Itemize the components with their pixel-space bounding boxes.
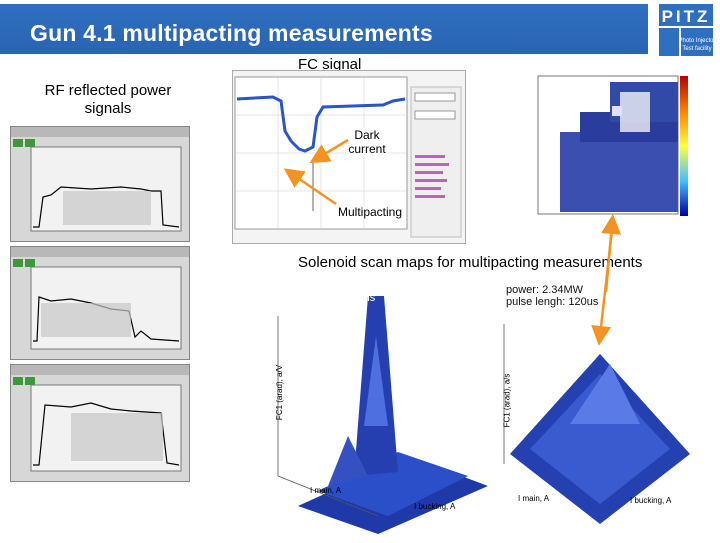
slide-header: Gun 4.1 multipacting measurements PITZ P…: [0, 0, 720, 62]
surface-plot-1: power: 0.86 MW pulse lengh: 50us FC1 (ar…: [258, 276, 490, 538]
surface-plot-1-xlabel: I main, A: [310, 486, 342, 495]
rf-reflected-label: RF reflected power signals: [44, 82, 172, 117]
rf-panel-2: [10, 246, 190, 360]
surface-plot-2-ylabel: I bucking, A: [630, 496, 672, 505]
heatmap-arrow-up: [601, 214, 622, 293]
heatmap-panel: [520, 72, 692, 224]
dark-current-arrow: [309, 138, 349, 164]
dark-current-label: Dark current: [346, 128, 388, 156]
fc-signal-label: FC signal: [298, 56, 362, 73]
surface-plot-2: power: 2.34MW pulse lengh: 120us FC1 (ar…: [490, 284, 712, 538]
multipacting-arrow: [283, 168, 337, 206]
surface-plot-1-power: power: 0.86 MW: [289, 280, 370, 292]
svg-text:Test facility: Test facility: [682, 46, 711, 52]
surface-plot-2-pulse: pulse lengh: 120us: [506, 296, 599, 308]
multipacting-label: Multipacting: [338, 205, 403, 219]
svg-text:PITZ: PITZ: [662, 7, 711, 26]
header-bar: Gun 4.1 multipacting measurements: [0, 4, 648, 54]
surface-plot-1-pulse: pulse lengh: 50us: [289, 292, 376, 304]
surface-plot-2-power: power: 2.34MW: [506, 284, 584, 296]
rf-panel-3: [10, 364, 190, 482]
pitz-logo: PITZ Photo Injector Test facility: [655, 2, 717, 60]
surface-plot-1-graphic: [277, 296, 488, 534]
svg-text:Photo Injector: Photo Injector: [678, 38, 715, 44]
surface-plot-1-ylabel: I bucking, A: [414, 502, 456, 511]
rf-panel-1: [10, 126, 190, 242]
surface-plot-2-graphic: [503, 324, 690, 524]
surface-plot-2-xlabel: I main, A: [518, 494, 550, 503]
page-title: Gun 4.1 multipacting measurements: [30, 20, 433, 46]
solenoid-scan-label: Solenoid scan maps for multipacting meas…: [298, 254, 643, 271]
